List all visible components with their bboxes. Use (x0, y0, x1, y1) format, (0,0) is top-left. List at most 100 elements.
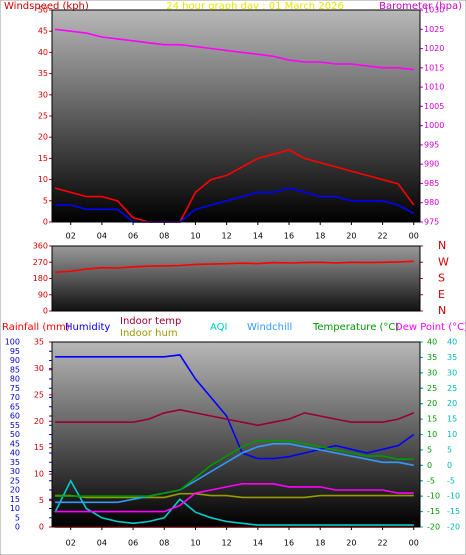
series-line (55, 408, 415, 427)
x-tick-label: 02 (66, 232, 76, 241)
plot-border (51, 9, 421, 223)
y-tick-label: 40 (427, 338, 437, 347)
x-tick-label: 20 (346, 539, 356, 548)
y-tick-label: -15 (447, 507, 460, 516)
y-tick-label: E (438, 288, 445, 301)
y-tick-label: 1005 (424, 102, 444, 111)
y-tick-label: 1025 (424, 25, 444, 34)
legend-label: AQI (210, 322, 228, 333)
series-line (55, 354, 415, 460)
y-tick-label: -5 (447, 476, 455, 485)
y-tick-label: 40 (38, 48, 48, 57)
y-tick-label: 1010 (424, 83, 444, 92)
y-tick-label: 1015 (424, 63, 444, 72)
y-tick-label: -20 (427, 523, 440, 532)
y-tick-label: 30 (10, 467, 20, 476)
y-tick-label: 35 (447, 353, 457, 362)
y-tick-label: 985 (424, 179, 439, 188)
y-axis-title: Windspeed (kph) (4, 1, 89, 12)
y-tick-label: 20 (427, 399, 437, 408)
y-tick-label: 95 (10, 347, 20, 356)
y-tick-label: 5 (15, 513, 20, 522)
series-line (55, 483, 414, 513)
x-tick-label: 04 (97, 539, 107, 548)
y-tick-label: 30 (34, 364, 44, 373)
y-tick-label: N (438, 239, 446, 252)
x-tick-label: 22 (377, 539, 387, 548)
x-tick-label: 18 (315, 232, 325, 241)
y-tick-label: 100 (5, 338, 20, 347)
y-tick-label: 30 (38, 90, 48, 99)
legend-label: Indoor hum (120, 328, 178, 339)
y-tick-label: 30 (447, 368, 457, 377)
y-tick-label: 975 (424, 218, 439, 227)
y-tick-label: 30 (427, 368, 437, 377)
legend-label: Indoor temp (120, 316, 181, 327)
y-tick-label: 10 (38, 175, 48, 184)
y-tick-label: -5 (427, 476, 435, 485)
x-tick-label: 06 (128, 232, 138, 241)
x-tick-label: 16 (284, 232, 294, 241)
y-tick-label: 20 (38, 133, 48, 142)
x-tick-label: 02 (66, 539, 76, 548)
y-tick-label: 15 (447, 415, 457, 424)
y-tick-label: 75 (10, 384, 20, 393)
y-tick-label: 1020 (424, 44, 444, 53)
series-line (55, 439, 414, 497)
legend-label: Temperature (°C) (312, 322, 399, 333)
y-tick-label: 50 (38, 6, 48, 15)
y-tick-label: 25 (34, 390, 44, 399)
y-tick-label: 35 (427, 353, 437, 362)
y-tick-label: 10 (447, 430, 457, 439)
y-tick-label: 45 (10, 439, 20, 448)
y-tick-label: 980 (424, 198, 439, 207)
y-tick-label: 80 (10, 375, 20, 384)
x-tick-label: 14 (253, 539, 263, 548)
y-tick-label: 40 (10, 449, 20, 458)
plot-border (51, 341, 421, 528)
y-tick-label: 0 (447, 461, 452, 470)
y-tick-label: 65 (10, 402, 20, 411)
x-tick-label: 00 (409, 539, 419, 548)
chart-title: 24 hour graph day : 01 March 2026 (166, 1, 344, 12)
y-tick-label: N (438, 304, 446, 317)
y-tick-label: -10 (427, 492, 440, 501)
y-tick-label: 25 (447, 384, 457, 393)
y-tick-label: -10 (447, 492, 460, 501)
y-tick-label: -20 (447, 523, 460, 532)
x-tick-label: 12 (222, 539, 232, 548)
x-tick-label: 20 (346, 232, 356, 241)
y-tick-label: 35 (38, 69, 48, 78)
plot-bg (52, 246, 420, 311)
y-tick-label: 995 (424, 140, 439, 149)
legend-label: Rainfall (mm) (2, 322, 70, 333)
y-tick-label: 1030 (424, 6, 444, 15)
x-tick-label: 00 (409, 232, 419, 241)
y-tick-label: 15 (38, 154, 48, 163)
x-tick-label: 14 (253, 232, 263, 241)
y-tick-label: 0 (43, 218, 48, 227)
legend-label: Windchill (247, 322, 292, 333)
y-tick-label: 90 (38, 290, 48, 299)
legend-label: Dew Point (°C) (395, 322, 466, 333)
y-tick-label: 35 (10, 458, 20, 467)
y-tick-label: 85 (10, 365, 20, 374)
legend-label: Humidity (65, 322, 110, 333)
y-tick-label: 20 (10, 486, 20, 495)
y-tick-label: 25 (10, 476, 20, 485)
series-line (54, 479, 414, 526)
x-tick-label: 12 (222, 232, 232, 241)
y-tick-label: 5 (427, 445, 432, 454)
y-tick-label: 0 (39, 523, 44, 532)
y-tick-label: 5 (43, 196, 48, 205)
y-tick-label: 270 (33, 258, 48, 267)
y-tick-label: 10 (10, 504, 20, 513)
y-tick-label: 180 (33, 274, 48, 283)
y-tick-label: 60 (10, 412, 20, 421)
x-tick-label: 08 (159, 539, 169, 548)
series-line (55, 260, 414, 273)
series-line (54, 149, 415, 223)
plot-bg (52, 342, 420, 527)
y-tick-label: W (438, 255, 449, 268)
x-tick-label: 16 (284, 539, 294, 548)
